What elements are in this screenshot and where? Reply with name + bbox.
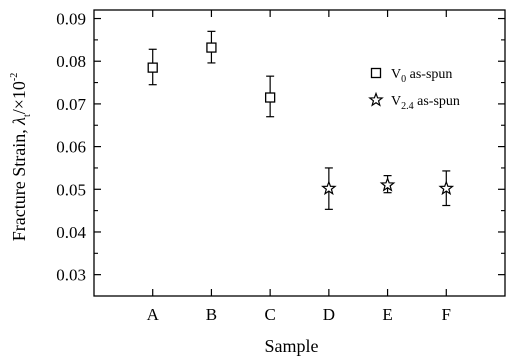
y-tick-label: 0.07	[56, 95, 86, 114]
y-tick-label: 0.03	[56, 266, 86, 285]
y-axis-title-symbol: λ	[9, 117, 29, 126]
legend-label-subscript: 0	[401, 74, 406, 85]
x-tick-label: A	[147, 305, 160, 324]
y-tick-label: 0.06	[56, 138, 86, 157]
data-point-star	[438, 180, 455, 196]
y-tick-label: 0.04	[56, 223, 86, 242]
data-point-star	[321, 180, 337, 196]
legend-marker	[370, 67, 382, 79]
legend-label-base: V	[391, 67, 401, 82]
data-point-square	[147, 62, 158, 73]
legend-label: V2.4 as-spun	[391, 94, 460, 112]
y-tick-label: 0.09	[56, 10, 86, 29]
x-tick-label: B	[206, 305, 217, 324]
marks-layer	[147, 30, 455, 210]
legend-label-rest: as-spun	[406, 67, 452, 82]
legend-label: V0 as-spun	[391, 67, 452, 85]
y-axis-title-unit: /×10	[9, 81, 29, 114]
data-point-square	[264, 92, 276, 103]
y-tick-label: 0.05	[56, 180, 86, 199]
y-axis-title-subscript: t	[22, 114, 33, 117]
data-point-square	[206, 42, 217, 53]
x-tick-label: F	[442, 305, 451, 324]
legend-marker	[368, 91, 384, 107]
x-tick-label: E	[382, 305, 392, 324]
y-axis-title: Fracture Strain, λt/×10-2	[9, 73, 33, 242]
y-tick-label: 0.08	[56, 52, 86, 71]
y-axis-title-main: Fracture Strain,	[9, 125, 29, 241]
x-tick-label: C	[264, 305, 275, 324]
legend-label-subscript: 2.4	[401, 101, 414, 112]
legend-label-rest: as-spun	[414, 94, 460, 109]
x-axis-title: Sample	[265, 336, 319, 356]
axes-layer	[93, 9, 506, 297]
x-tick-label: D	[323, 305, 335, 324]
labels-layer: 0.03 0.04 0.05 0.06 0.07 0.08 0.09 A B C D E F Sample…	[9, 10, 451, 356]
legend-label-base: V	[391, 94, 401, 109]
y-axis-title-exponent: -2	[9, 73, 20, 81]
data-point-star	[379, 176, 396, 192]
plot-frame	[93, 9, 506, 297]
